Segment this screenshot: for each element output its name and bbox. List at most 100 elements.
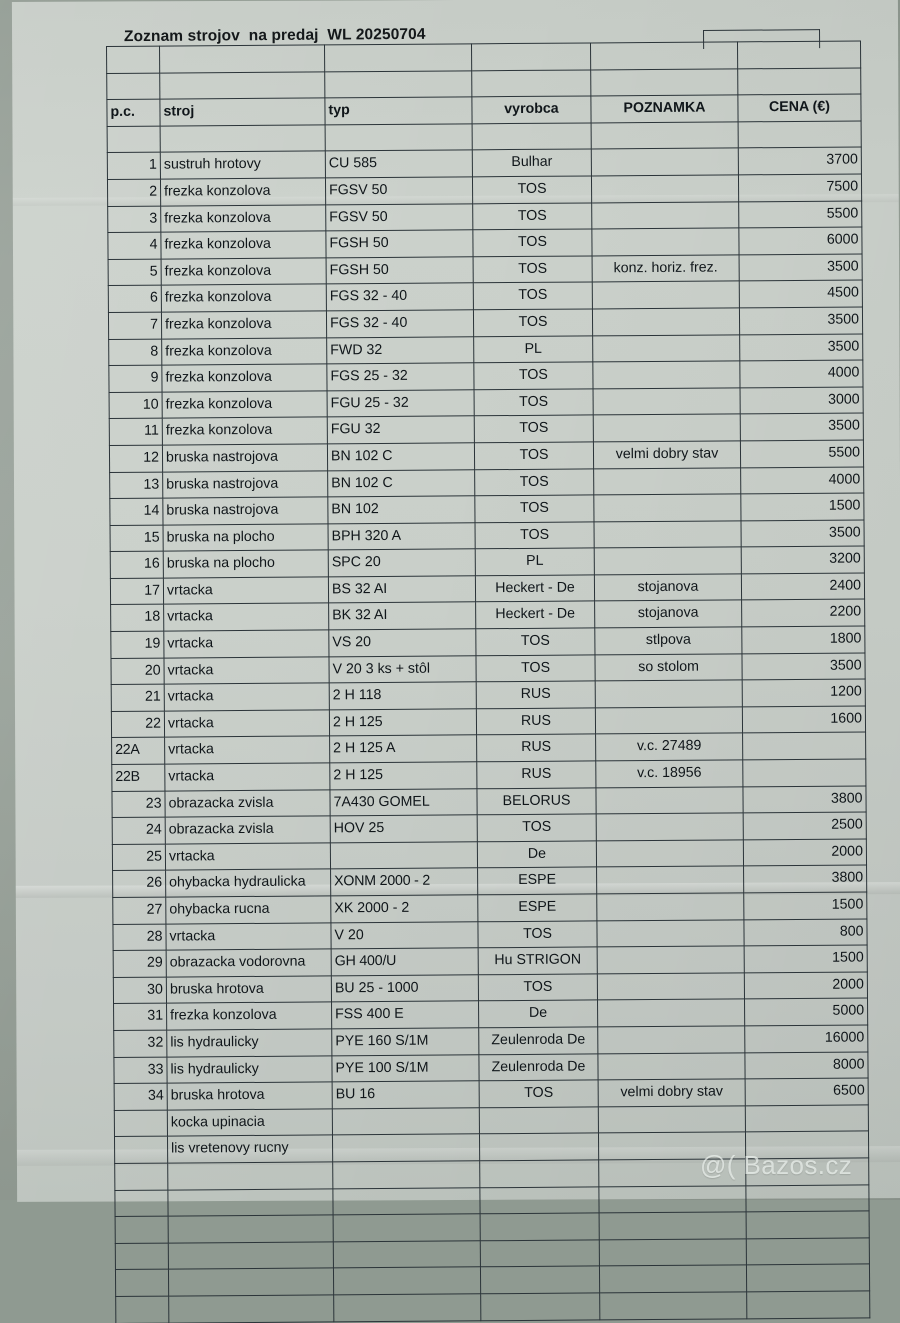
cell-poznamka: velmi dobry stav	[598, 1078, 746, 1107]
cell-vyrobca: De	[478, 1000, 598, 1028]
cell-pc: 32	[113, 1030, 167, 1058]
cell-stroj: obrazacka zvisla	[165, 816, 331, 844]
empty-cell	[591, 121, 739, 150]
cell-cena: 3500	[740, 413, 864, 441]
cell-stroj: bruska na plocho	[163, 523, 329, 552]
cell-cena: 1800	[741, 626, 865, 654]
cell-typ: FGSV 50	[325, 176, 473, 205]
cell-pc: 27	[112, 897, 166, 925]
cell-cena: 6000	[738, 227, 863, 255]
empty-cell	[324, 70, 472, 99]
cell-vyrobca: TOS	[472, 202, 592, 230]
cell-pc: 33	[113, 1056, 168, 1084]
cell-typ: FGS 32 - 40	[326, 283, 474, 311]
cell-stroj: frezka konzolova	[160, 204, 326, 233]
empty-cell	[159, 71, 325, 100]
cell-poznamka	[593, 493, 741, 522]
cell-poznamka	[594, 547, 742, 575]
cell-vyrobca	[480, 1266, 600, 1294]
cell-poznamka	[591, 201, 739, 230]
cell-typ: CU 585	[325, 150, 473, 178]
cell-pc	[114, 1163, 168, 1190]
cell-stroj: vrtacka	[164, 762, 330, 791]
cell-vyrobca: TOS	[475, 627, 595, 656]
cell-typ	[332, 1134, 480, 1162]
cell-typ: FGU 25 - 32	[327, 389, 475, 418]
cell-vyrobca: BELORUS	[476, 787, 597, 816]
cell-cena: 4000	[739, 360, 864, 388]
cell-vyrobca: TOS	[475, 654, 596, 683]
cell-pc: 10	[109, 391, 163, 419]
cell-poznamka	[596, 839, 744, 868]
cell-pc: 13	[109, 471, 163, 499]
cell-poznamka: so stolom	[594, 653, 743, 682]
cell-stroj: lis hydraulicky	[166, 1055, 333, 1084]
cell-pc: 24	[112, 817, 166, 845]
cell-cena: 3500	[739, 306, 863, 335]
cell-stroj: vrtacka	[164, 709, 330, 738]
cell-stroj	[167, 1161, 333, 1190]
cell-poznamka: velmi dobry stav	[593, 440, 741, 469]
cell-poznamka	[596, 919, 745, 948]
cell-stroj: frezka konzolova	[161, 364, 328, 392]
column-header-stroj: stroj	[159, 98, 326, 126]
cell-stroj: vrtacka	[163, 656, 330, 685]
cell-stroj	[168, 1241, 334, 1270]
cell-cena: 3800	[743, 865, 867, 893]
cell-pc: 34	[114, 1083, 168, 1111]
cell-typ: V 20	[330, 921, 479, 950]
empty-cell	[106, 46, 160, 74]
cell-poznamka	[592, 334, 740, 363]
cell-pc: 20	[110, 657, 165, 685]
cell-cena: 2000	[743, 838, 867, 867]
cell-cena	[742, 732, 866, 760]
empty-cell	[737, 40, 861, 69]
cell-pc: 28	[112, 923, 167, 951]
cell-poznamka	[599, 1265, 747, 1293]
cell-typ: 2 H 125	[329, 708, 477, 737]
cell-poznamka	[593, 387, 741, 416]
cell-poznamka: stojanova	[594, 600, 742, 628]
cell-pc	[114, 1136, 168, 1164]
cell-cena	[745, 1104, 869, 1133]
cell-pc: 9	[108, 365, 163, 393]
cell-vyrobca: Heckert - De	[475, 601, 595, 629]
cell-vyrobca: TOS	[473, 282, 593, 310]
cell-pc: 7	[108, 312, 162, 340]
cell-cena: 3500	[739, 333, 863, 361]
cell-cena: 4000	[740, 466, 864, 494]
cell-typ: XONM 2000 - 2	[330, 868, 478, 896]
cell-cena	[746, 1237, 870, 1266]
cell-cena: 2000	[744, 971, 868, 1000]
cell-poznamka: konz. horiz. frez.	[592, 254, 740, 283]
cell-vyrobca: TOS	[474, 415, 594, 443]
cell-cena: 2400	[741, 572, 865, 601]
cell-poznamka	[592, 281, 740, 309]
cell-vyrobca: TOS	[473, 255, 593, 284]
cell-stroj: lis hydraulicky	[166, 1028, 332, 1057]
cell-cena: 3500	[741, 652, 866, 681]
cell-stroj: bruska nastrojova	[162, 443, 328, 472]
cell-cena: 2500	[743, 812, 867, 840]
cell-pc: 12	[109, 445, 163, 472]
empty-cell	[107, 125, 161, 153]
empty-cell	[471, 69, 591, 98]
cell-cena: 6500	[745, 1078, 869, 1106]
cell-typ	[332, 1107, 480, 1136]
cell-poznamka	[595, 680, 743, 708]
cell-cena: 4500	[739, 280, 863, 308]
cell-poznamka	[596, 866, 744, 894]
cell-stroj: bruska hrotova	[167, 1082, 333, 1110]
cell-vyrobca: RUS	[476, 707, 596, 736]
cell-cena: 3800	[742, 785, 867, 814]
column-header-cena: CENA (€)	[737, 94, 862, 122]
cell-vyrobca	[480, 1292, 600, 1321]
empty-cell	[590, 68, 738, 97]
table-row[interactable]	[115, 1290, 870, 1323]
cell-typ	[332, 1187, 481, 1215]
cell-cena	[746, 1264, 870, 1292]
cell-typ: FGSH 50	[326, 256, 474, 285]
empty-cell	[160, 124, 326, 153]
cell-stroj: frezka konzolova	[166, 1002, 332, 1031]
cell-stroj: frezka konzolova	[161, 337, 327, 366]
